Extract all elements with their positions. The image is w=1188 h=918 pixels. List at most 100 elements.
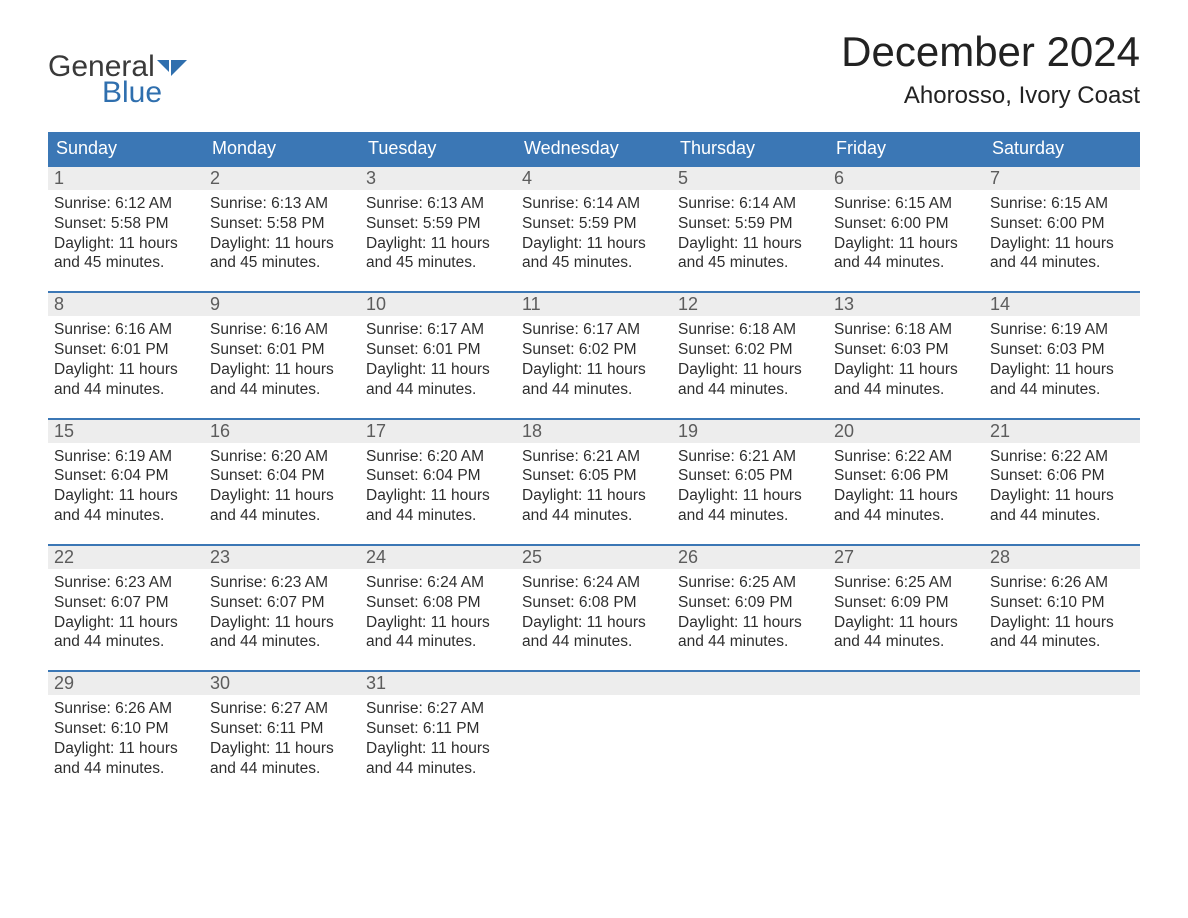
sunset-text: Sunset: 5:59 PM [522,214,666,234]
sunset-text: Sunset: 6:01 PM [54,340,198,360]
week-row: 1Sunrise: 6:12 AMSunset: 5:58 PMDaylight… [48,165,1140,277]
sunset-text: Sunset: 6:03 PM [990,340,1134,360]
day-number: 23 [204,546,360,569]
sunrise-text: Sunrise: 6:18 AM [834,320,978,340]
day-body: Sunrise: 6:19 AMSunset: 6:04 PMDaylight:… [48,443,204,530]
empty-day-cell [672,672,828,782]
empty-day-cell [516,672,672,782]
day-cell: 28Sunrise: 6:26 AMSunset: 6:10 PMDayligh… [984,546,1140,656]
day-number: 19 [672,420,828,443]
day-cell: 25Sunrise: 6:24 AMSunset: 6:08 PMDayligh… [516,546,672,656]
sunset-text: Sunset: 6:09 PM [678,593,822,613]
day-body: Sunrise: 6:18 AMSunset: 6:03 PMDaylight:… [828,316,984,403]
sunset-text: Sunset: 6:04 PM [54,466,198,486]
day-number-bar [828,672,984,695]
day-body: Sunrise: 6:22 AMSunset: 6:06 PMDaylight:… [984,443,1140,530]
daylight-text: Daylight: 11 hours and 45 minutes. [366,234,510,274]
sunrise-text: Sunrise: 6:22 AM [834,447,978,467]
day-number: 15 [48,420,204,443]
daylight-text: Daylight: 11 hours and 44 minutes. [678,486,822,526]
day-cell: 15Sunrise: 6:19 AMSunset: 6:04 PMDayligh… [48,420,204,530]
day-number: 26 [672,546,828,569]
day-cell: 6Sunrise: 6:15 AMSunset: 6:00 PMDaylight… [828,167,984,277]
day-number: 14 [984,293,1140,316]
daylight-text: Daylight: 11 hours and 44 minutes. [834,613,978,653]
day-number: 3 [360,167,516,190]
day-number: 11 [516,293,672,316]
day-body: Sunrise: 6:24 AMSunset: 6:08 PMDaylight:… [360,569,516,656]
day-number: 12 [672,293,828,316]
daylight-text: Daylight: 11 hours and 44 minutes. [522,613,666,653]
sunrise-text: Sunrise: 6:14 AM [522,194,666,214]
sunrise-text: Sunrise: 6:15 AM [834,194,978,214]
sunrise-text: Sunrise: 6:13 AM [210,194,354,214]
daylight-text: Daylight: 11 hours and 44 minutes. [990,486,1134,526]
daylight-text: Daylight: 11 hours and 44 minutes. [210,613,354,653]
day-cell: 17Sunrise: 6:20 AMSunset: 6:04 PMDayligh… [360,420,516,530]
sunset-text: Sunset: 6:00 PM [990,214,1134,234]
day-body: Sunrise: 6:21 AMSunset: 6:05 PMDaylight:… [672,443,828,530]
day-number: 25 [516,546,672,569]
day-cell: 26Sunrise: 6:25 AMSunset: 6:09 PMDayligh… [672,546,828,656]
daylight-text: Daylight: 11 hours and 44 minutes. [990,234,1134,274]
day-number: 28 [984,546,1140,569]
sunset-text: Sunset: 6:11 PM [366,719,510,739]
day-cell: 9Sunrise: 6:16 AMSunset: 6:01 PMDaylight… [204,293,360,403]
sunrise-text: Sunrise: 6:22 AM [990,447,1134,467]
day-body: Sunrise: 6:16 AMSunset: 6:01 PMDaylight:… [204,316,360,403]
weeks-container: 1Sunrise: 6:12 AMSunset: 5:58 PMDaylight… [48,165,1140,783]
day-cell: 29Sunrise: 6:26 AMSunset: 6:10 PMDayligh… [48,672,204,782]
day-cell: 1Sunrise: 6:12 AMSunset: 5:58 PMDaylight… [48,167,204,277]
sunrise-text: Sunrise: 6:15 AM [990,194,1134,214]
week-row: 8Sunrise: 6:16 AMSunset: 6:01 PMDaylight… [48,291,1140,403]
day-cell: 13Sunrise: 6:18 AMSunset: 6:03 PMDayligh… [828,293,984,403]
sunset-text: Sunset: 6:05 PM [678,466,822,486]
day-body: Sunrise: 6:20 AMSunset: 6:04 PMDaylight:… [204,443,360,530]
sunrise-text: Sunrise: 6:26 AM [990,573,1134,593]
logo-word-blue: Blue [48,78,187,108]
sunrise-text: Sunrise: 6:27 AM [210,699,354,719]
daylight-text: Daylight: 11 hours and 44 minutes. [678,360,822,400]
day-body: Sunrise: 6:17 AMSunset: 6:02 PMDaylight:… [516,316,672,403]
sunset-text: Sunset: 6:09 PM [834,593,978,613]
brand-logo: General Blue [48,28,187,108]
weekday-header: Friday [828,132,984,165]
sunrise-text: Sunrise: 6:23 AM [54,573,198,593]
daylight-text: Daylight: 11 hours and 44 minutes. [54,613,198,653]
day-number: 21 [984,420,1140,443]
daylight-text: Daylight: 11 hours and 44 minutes. [366,486,510,526]
sunset-text: Sunset: 6:02 PM [678,340,822,360]
day-cell: 16Sunrise: 6:20 AMSunset: 6:04 PMDayligh… [204,420,360,530]
sunset-text: Sunset: 6:00 PM [834,214,978,234]
day-body: Sunrise: 6:25 AMSunset: 6:09 PMDaylight:… [828,569,984,656]
day-number: 31 [360,672,516,695]
sunset-text: Sunset: 6:06 PM [990,466,1134,486]
daylight-text: Daylight: 11 hours and 45 minutes. [522,234,666,274]
sunset-text: Sunset: 6:07 PM [54,593,198,613]
day-cell: 12Sunrise: 6:18 AMSunset: 6:02 PMDayligh… [672,293,828,403]
day-body: Sunrise: 6:12 AMSunset: 5:58 PMDaylight:… [48,190,204,277]
weekday-header: Wednesday [516,132,672,165]
sunset-text: Sunset: 5:58 PM [54,214,198,234]
calendar-table: SundayMondayTuesdayWednesdayThursdayFrid… [48,132,1140,783]
day-cell: 3Sunrise: 6:13 AMSunset: 5:59 PMDaylight… [360,167,516,277]
day-body: Sunrise: 6:19 AMSunset: 6:03 PMDaylight:… [984,316,1140,403]
day-number: 9 [204,293,360,316]
day-body: Sunrise: 6:15 AMSunset: 6:00 PMDaylight:… [984,190,1140,277]
daylight-text: Daylight: 11 hours and 44 minutes. [210,739,354,779]
sunrise-text: Sunrise: 6:23 AM [210,573,354,593]
sunset-text: Sunset: 6:05 PM [522,466,666,486]
day-cell: 24Sunrise: 6:24 AMSunset: 6:08 PMDayligh… [360,546,516,656]
day-cell: 18Sunrise: 6:21 AMSunset: 6:05 PMDayligh… [516,420,672,530]
day-cell: 8Sunrise: 6:16 AMSunset: 6:01 PMDaylight… [48,293,204,403]
daylight-text: Daylight: 11 hours and 44 minutes. [834,486,978,526]
day-cell: 4Sunrise: 6:14 AMSunset: 5:59 PMDaylight… [516,167,672,277]
sunset-text: Sunset: 6:01 PM [366,340,510,360]
day-body: Sunrise: 6:27 AMSunset: 6:11 PMDaylight:… [204,695,360,782]
sunset-text: Sunset: 6:02 PM [522,340,666,360]
day-body: Sunrise: 6:23 AMSunset: 6:07 PMDaylight:… [204,569,360,656]
sunset-text: Sunset: 6:10 PM [990,593,1134,613]
day-number: 5 [672,167,828,190]
day-number: 20 [828,420,984,443]
daylight-text: Daylight: 11 hours and 45 minutes. [54,234,198,274]
